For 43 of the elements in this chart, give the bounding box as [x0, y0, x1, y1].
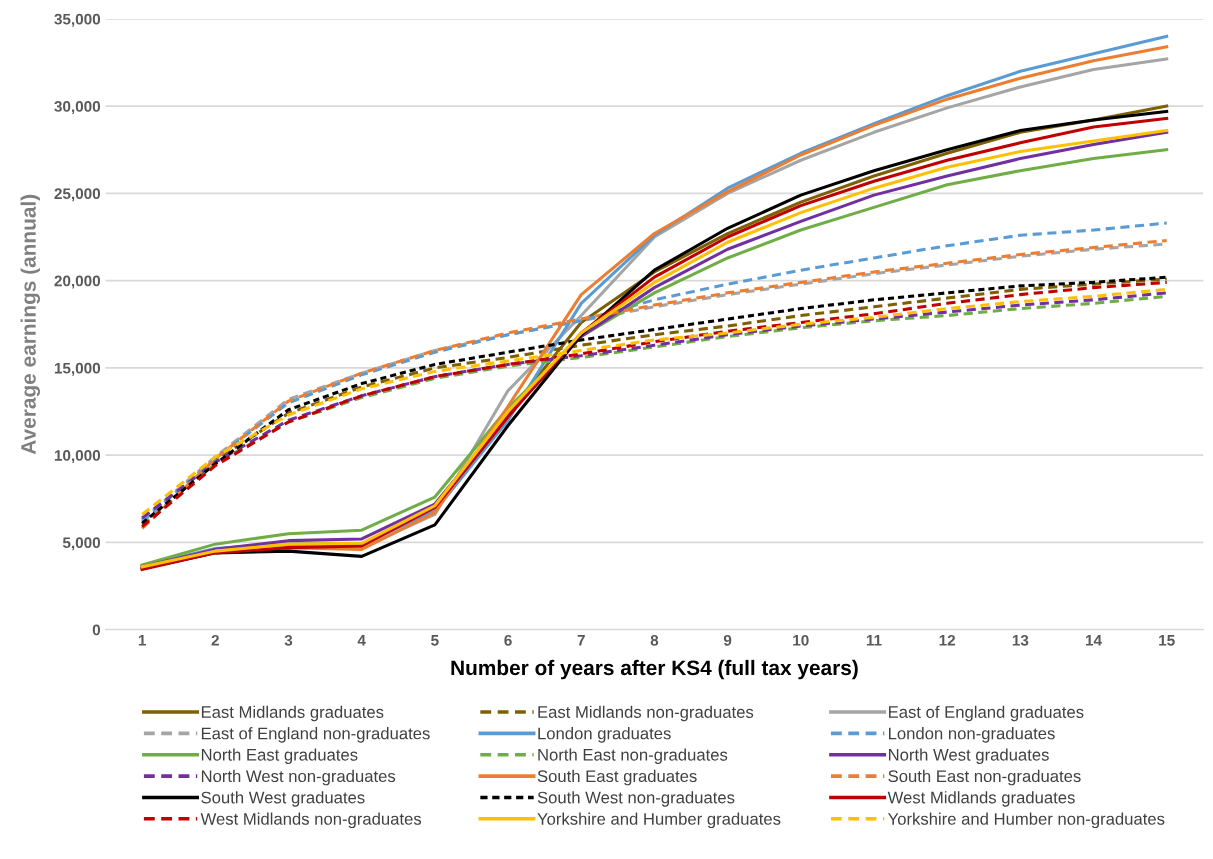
- legend-label: East of England non-graduates: [201, 727, 430, 743]
- x-tick-label: 10: [793, 634, 809, 646]
- legend-label: London non-graduates: [888, 727, 1055, 743]
- legend-label: South West non-graduates: [537, 791, 735, 807]
- x-tick-label: 4: [357, 635, 366, 646]
- y-tick-label: 35,000: [54, 13, 101, 27]
- legend-label: London graduates: [538, 727, 671, 743]
- x-tick-label: 11: [866, 635, 882, 646]
- x-tick-label: 14: [1085, 635, 1102, 646]
- y-tick-label: 5,000: [62, 537, 101, 551]
- legend-label: North East graduates: [201, 748, 358, 764]
- y-tick-label: 15,000: [54, 362, 101, 376]
- y-tick-label: 10,000: [54, 450, 101, 464]
- x-tick-label: 15: [1159, 635, 1175, 646]
- y-tick-label: 20,000: [54, 275, 101, 289]
- x-tick-label: 13: [1012, 634, 1029, 646]
- x-tick-label: 8: [650, 634, 659, 646]
- x-tick-label: 2: [211, 634, 219, 646]
- legend-label: North West non-graduates: [201, 769, 396, 786]
- legend-label: East Midlands graduates: [201, 705, 384, 722]
- x-tick-label: 7: [577, 635, 585, 646]
- legend-label: Yorkshire and Humber graduates: [537, 812, 781, 829]
- x-tick-label: 6: [504, 634, 512, 646]
- x-axis-title: Number of years after KS4 (full tax years): [451, 659, 858, 680]
- x-tick-label: 1: [138, 635, 146, 646]
- x-tick-label: 3: [284, 634, 293, 646]
- legend-label: North East non-graduates: [538, 748, 728, 764]
- legend-label: South East non-graduates: [888, 769, 1081, 786]
- legend-label: South East graduates: [537, 769, 697, 786]
- legend-label: Yorkshire and Humber non-graduates: [887, 812, 1165, 829]
- x-tick-label: 5: [431, 635, 439, 646]
- legend-label: East of England graduates: [888, 705, 1084, 722]
- legend-label: West Midlands non-graduates: [200, 812, 422, 829]
- y-tick-label: 30,000: [54, 101, 101, 115]
- y-axis-title: Average earnings (annual): [20, 194, 41, 455]
- x-tick-label: 9: [723, 634, 732, 646]
- legend-label: South West graduates: [201, 791, 365, 807]
- legend-label: North West graduates: [888, 748, 1049, 764]
- x-tick-label: 12: [939, 634, 956, 646]
- y-tick-label: 0: [92, 624, 101, 636]
- y-tick-label: 25,000: [54, 188, 101, 202]
- legend-label: West Midlands graduates: [887, 791, 1075, 807]
- legend-label: East Midlands non-graduates: [538, 705, 754, 722]
